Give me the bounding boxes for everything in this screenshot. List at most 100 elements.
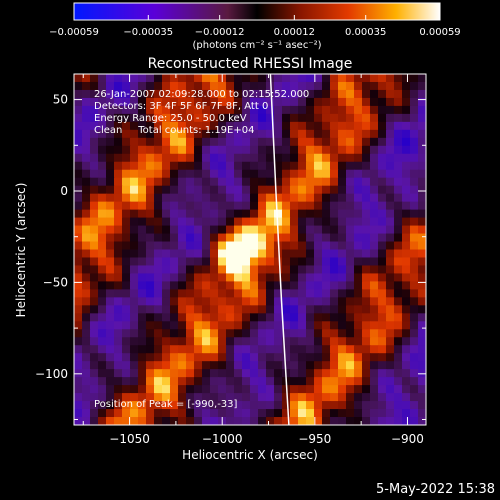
- heatmap-cell: [258, 113, 267, 123]
- heatmap-cell: [154, 281, 163, 290]
- heatmap-cell: [82, 113, 91, 123]
- heatmap-cell: [98, 74, 107, 83]
- heatmap-cell: [386, 377, 395, 386]
- heatmap-cell: [402, 217, 411, 227]
- heatmap-cell: [354, 289, 363, 298]
- heatmap-cell: [378, 89, 387, 99]
- heatmap-cell: [82, 129, 91, 139]
- heatmap-cell: [322, 121, 331, 131]
- heatmap-cell: [130, 105, 139, 115]
- heatmap-cell: [170, 313, 179, 322]
- heatmap-cell: [370, 193, 379, 203]
- heatmap-cell: [322, 105, 331, 115]
- heatmap-cell: [394, 417, 403, 425]
- heatmap-cell: [402, 401, 411, 410]
- heatmap-cell: [226, 225, 235, 235]
- heatmap-cell: [186, 74, 195, 83]
- heatmap-cell: [146, 241, 155, 251]
- heatmap-cell: [194, 313, 203, 322]
- heatmap-cell: [202, 393, 211, 402]
- heatmap-cell: [322, 193, 331, 203]
- heatmap-cell: [90, 177, 99, 187]
- heatmap-cell: [98, 409, 107, 418]
- heatmap-cell: [202, 345, 211, 354]
- heatmap-cell: [178, 185, 187, 195]
- heatmap-cell: [314, 289, 323, 298]
- heatmap-cell: [362, 145, 371, 155]
- heatmap-cell: [202, 185, 211, 195]
- heatmap-cell: [394, 393, 403, 402]
- heatmap-cell: [338, 281, 347, 290]
- heatmap-cell: [250, 361, 259, 370]
- heatmap-cell: [378, 409, 387, 418]
- heatmap-cell: [218, 153, 227, 163]
- heatmap-cell: [154, 289, 163, 298]
- heatmap-cell: [306, 81, 315, 91]
- heatmap-cell: [98, 121, 107, 131]
- heatmap-cell: [122, 217, 131, 227]
- heatmap-cell: [210, 417, 219, 425]
- heatmap-cell: [378, 241, 387, 251]
- heatmap-cell: [354, 305, 363, 314]
- heatmap-cell: [322, 337, 331, 346]
- heatmap-cell: [154, 369, 163, 378]
- heatmap-cell: [314, 121, 323, 131]
- heatmap-cell: [122, 121, 131, 131]
- heatmap-cell: [90, 417, 99, 425]
- heatmap-cell: [114, 281, 123, 290]
- heatmap-cell: [178, 241, 187, 251]
- heatmap-cell: [258, 161, 267, 171]
- heatmap-cell: [194, 225, 203, 235]
- heatmap-cell: [274, 185, 283, 195]
- colorbar: −0.00059 −0.00035 −0.00012 0.00012 0.00035 0.…: [49, 2, 461, 51]
- heatmap-cell: [410, 177, 419, 187]
- heatmap-cell: [394, 305, 403, 314]
- heatmap-cell: [274, 369, 283, 378]
- y-axis-label: Heliocentric Y (arcsec): [14, 183, 28, 318]
- heatmap-cell: [82, 89, 91, 99]
- heatmap-cell: [90, 337, 99, 346]
- heatmap-cell: [386, 193, 395, 203]
- heatmap-cell: [266, 401, 275, 410]
- heatmap-cell: [306, 201, 315, 211]
- heatmap-cell: [234, 129, 243, 139]
- heatmap-cell: [218, 225, 227, 235]
- heatmap-cell: [130, 265, 139, 275]
- heatmap-cell: [106, 233, 115, 243]
- heatmap-cell: [298, 409, 307, 418]
- heatmap-cell: [226, 137, 235, 147]
- heatmap-cell: [74, 105, 83, 115]
- heatmap-cell: [146, 169, 155, 179]
- heatmap-cell: [322, 321, 331, 330]
- heatmap-cell: [370, 145, 379, 155]
- heatmap-cell: [290, 177, 299, 187]
- heatmap-cell: [386, 361, 395, 370]
- heatmap-cell: [74, 137, 83, 147]
- heatmap-cell: [138, 305, 147, 314]
- heatmap-cell: [346, 137, 355, 147]
- heatmap-cell: [410, 129, 419, 139]
- heatmap-cell: [178, 281, 187, 290]
- heatmap-cell: [154, 233, 163, 243]
- heatmap-cell: [234, 81, 243, 91]
- heatmap-cell: [362, 313, 371, 322]
- heatmap-cell: [98, 89, 107, 99]
- heatmap-cell: [146, 177, 155, 187]
- heatmap-cell: [90, 209, 99, 219]
- heatmap-cell: [378, 193, 387, 203]
- heatmap-cell: [386, 385, 395, 394]
- heatmap-cell: [250, 417, 259, 425]
- heatmap-cell: [226, 385, 235, 394]
- heatmap-cell: [218, 265, 227, 275]
- heatmap-cell: [298, 105, 307, 115]
- heatmap-cell: [226, 121, 235, 131]
- heatmap-cell: [130, 81, 139, 91]
- heatmap-cell: [194, 137, 203, 147]
- heatmap-cell: [122, 113, 131, 123]
- heatmap-cell: [418, 185, 426, 195]
- heatmap-cell: [138, 105, 147, 115]
- heatmap-cell: [378, 273, 387, 283]
- heatmap-cell: [146, 249, 155, 259]
- heatmap-cell: [130, 217, 139, 227]
- heatmap-cell: [258, 209, 267, 219]
